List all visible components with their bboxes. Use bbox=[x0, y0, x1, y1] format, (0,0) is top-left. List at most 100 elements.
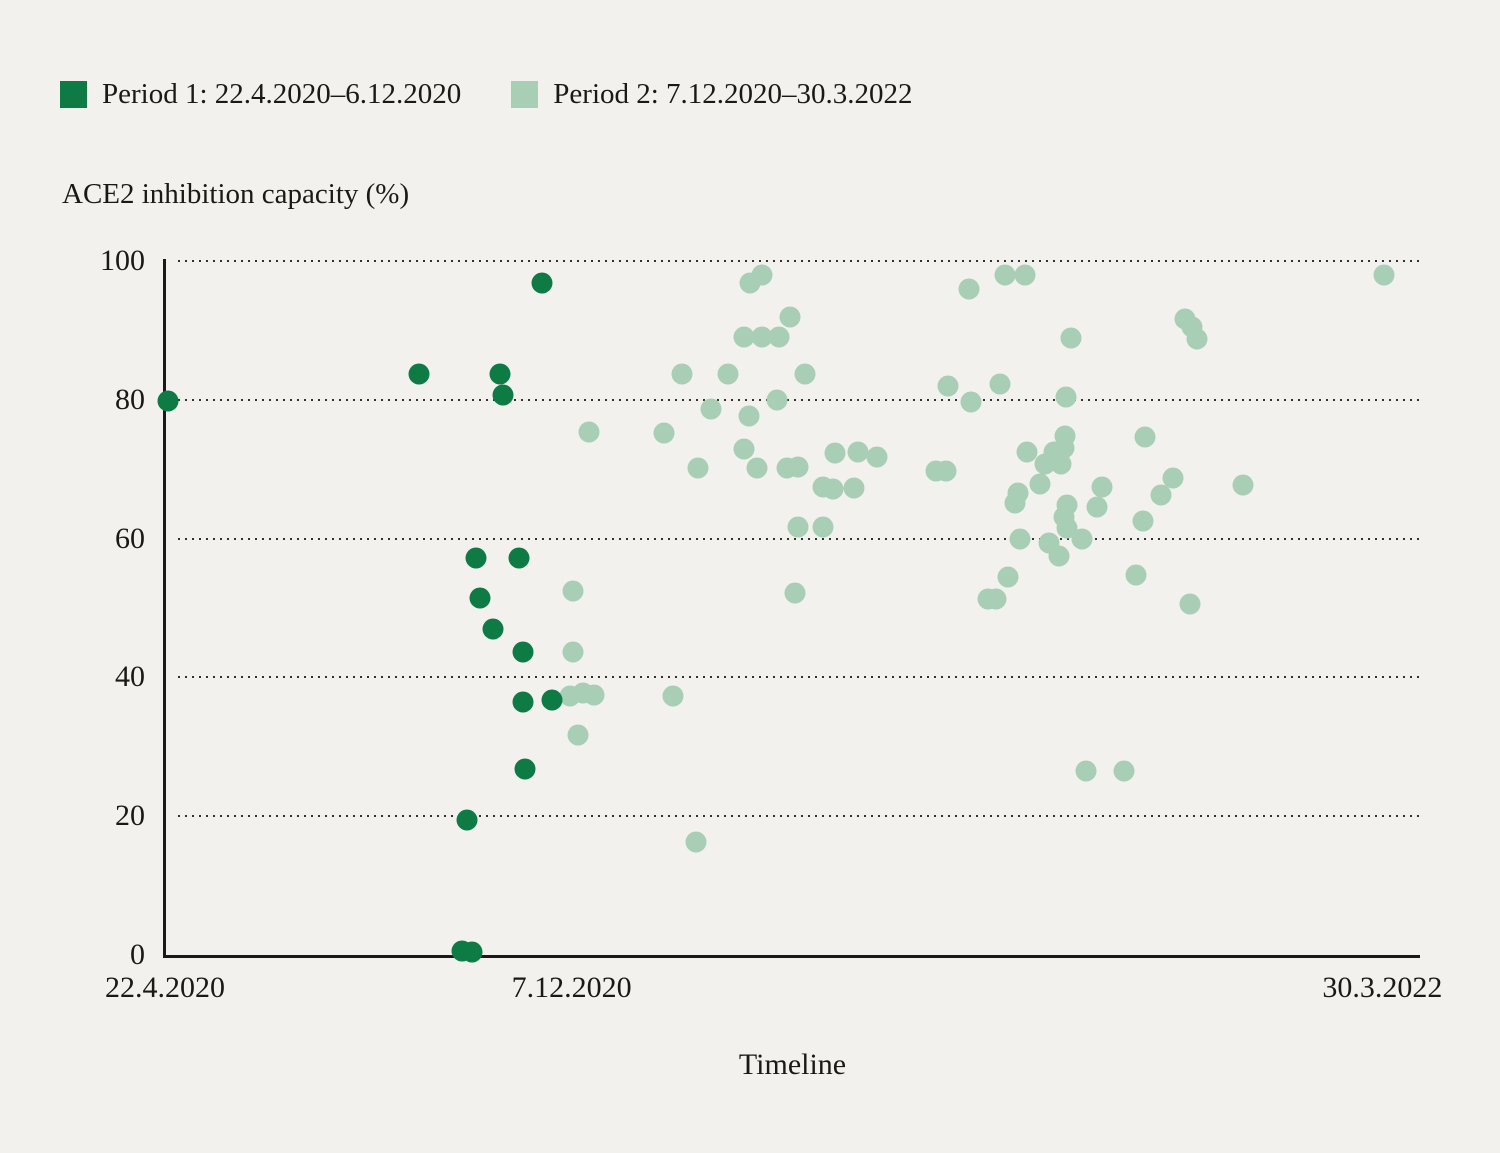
data-point-period2 bbox=[1086, 496, 1108, 518]
data-point-period2 bbox=[779, 306, 801, 328]
data-point-period2 bbox=[746, 457, 768, 479]
data-point-period2 bbox=[985, 588, 1007, 610]
data-point-period1 bbox=[489, 363, 511, 385]
y-axis-title: ACE2 inhibition capacity (%) bbox=[62, 178, 410, 210]
data-point-period1 bbox=[512, 691, 534, 713]
legend: Period 1: 22.4.2020–6.12.2020 Period 2: … bbox=[60, 80, 913, 109]
data-point-period2 bbox=[1132, 510, 1154, 532]
data-point-period2 bbox=[824, 442, 846, 464]
data-point-period1 bbox=[469, 587, 491, 609]
data-point-period2 bbox=[935, 460, 957, 482]
data-point-period2 bbox=[653, 422, 675, 444]
x-axis-line bbox=[163, 955, 1420, 958]
gridline-60 bbox=[178, 537, 1420, 540]
data-point-period1 bbox=[512, 641, 534, 663]
data-point-period2 bbox=[1162, 467, 1184, 489]
data-point-period2 bbox=[866, 446, 888, 468]
plot-area: 0 20 40 60 80 100 22.4.2020 7.12.2020 30.3.2022 bbox=[100, 246, 1442, 1003]
data-point-period2 bbox=[687, 457, 709, 479]
y-tick-label-20: 20 bbox=[115, 799, 145, 833]
x-tick-label-1: 22.4.2020 bbox=[105, 971, 225, 1004]
data-point-period2 bbox=[1075, 760, 1097, 782]
data-point-period2 bbox=[1050, 453, 1072, 475]
data-point-period2 bbox=[1029, 473, 1051, 495]
data-point-period2 bbox=[717, 363, 739, 385]
data-point-period2 bbox=[1186, 328, 1208, 350]
data-point-period2 bbox=[1009, 528, 1031, 550]
data-point-period2 bbox=[1034, 453, 1056, 475]
period2-swatch-icon bbox=[511, 81, 539, 108]
y-tick-label-100: 100 bbox=[100, 244, 145, 277]
data-point-period1 bbox=[461, 941, 483, 963]
data-point-period2 bbox=[685, 831, 707, 853]
data-point-period1 bbox=[492, 384, 514, 406]
data-point-period2 bbox=[1373, 264, 1395, 286]
data-point-period2 bbox=[843, 477, 865, 499]
x-tick-label-3: 30.3.2022 bbox=[1322, 971, 1443, 1004]
data-point-period2 bbox=[1091, 476, 1113, 498]
data-point-period2 bbox=[567, 724, 589, 746]
data-point-period1 bbox=[456, 809, 478, 831]
data-point-period2 bbox=[1232, 474, 1254, 496]
gridline-20 bbox=[178, 815, 1420, 818]
data-point-period2 bbox=[700, 398, 722, 420]
data-point-period2 bbox=[1004, 492, 1026, 514]
data-point-period2 bbox=[562, 580, 584, 602]
data-point-period2 bbox=[578, 421, 600, 443]
data-point-period2 bbox=[733, 438, 755, 460]
data-point-period1 bbox=[514, 758, 536, 780]
data-point-period2 bbox=[1179, 593, 1201, 615]
data-point-period2 bbox=[751, 326, 773, 348]
data-point-period1 bbox=[508, 547, 530, 569]
data-point-period2 bbox=[671, 363, 693, 385]
data-point-period2 bbox=[1016, 441, 1038, 463]
data-point-period2 bbox=[787, 456, 809, 478]
data-point-period1 bbox=[157, 390, 178, 412]
data-point-period2 bbox=[822, 478, 844, 500]
data-point-period2 bbox=[958, 278, 980, 300]
data-point-period2 bbox=[733, 326, 755, 348]
data-point-period2 bbox=[997, 566, 1019, 588]
data-point-period2 bbox=[1113, 760, 1135, 782]
x-tick-label-2: 7.12.2020 bbox=[511, 971, 632, 1004]
y-axis-line bbox=[163, 259, 166, 957]
data-point-period2 bbox=[766, 389, 788, 411]
data-point-period1 bbox=[541, 689, 563, 711]
data-point-period2 bbox=[662, 685, 684, 707]
data-point-period2 bbox=[1014, 264, 1036, 286]
data-point-period2 bbox=[768, 326, 790, 348]
data-point-period2 bbox=[937, 375, 959, 397]
data-point-period2 bbox=[787, 516, 809, 538]
data-point-period2 bbox=[989, 373, 1011, 395]
data-point-period2 bbox=[1048, 545, 1070, 567]
data-point-period1 bbox=[465, 547, 487, 569]
data-point-period2 bbox=[751, 264, 773, 286]
data-point-period1 bbox=[531, 272, 552, 294]
data-point-period2 bbox=[794, 363, 816, 385]
data-point-period2 bbox=[784, 582, 806, 604]
data-point-period2 bbox=[1060, 327, 1082, 349]
y-tick-label-0: 0 bbox=[130, 938, 145, 971]
x-axis-title: Timeline bbox=[738, 1048, 847, 1081]
legend-item-period2: Period 2: 7.12.2020–30.3.2022 bbox=[511, 78, 913, 110]
legend-item-period1: Period 1: 22.4.2020–6.12.2020 bbox=[60, 80, 461, 109]
y-tick-label-60: 60 bbox=[115, 521, 145, 555]
data-point-period2 bbox=[847, 441, 869, 463]
data-point-period2 bbox=[1071, 528, 1093, 550]
data-point-period2 bbox=[994, 264, 1016, 286]
gridline-100 bbox=[178, 260, 1420, 262]
data-point-period2 bbox=[1125, 564, 1147, 586]
legend-item-label: Period 1: 22.4.2020–6.12.2020 bbox=[102, 78, 462, 110]
legend-item-label: Period 2: 7.12.2020–30.3.2022 bbox=[553, 78, 913, 110]
y-tick-label-40: 40 bbox=[115, 660, 145, 694]
data-point-period2 bbox=[1150, 484, 1172, 506]
gridline-40 bbox=[178, 676, 1420, 679]
data-point-period2 bbox=[1055, 386, 1077, 408]
data-point-period1 bbox=[482, 618, 504, 640]
data-point-period2 bbox=[960, 391, 982, 413]
data-point-period2 bbox=[562, 641, 584, 663]
y-tick-label-80: 80 bbox=[115, 382, 145, 416]
data-point-period2 bbox=[1134, 426, 1156, 448]
data-point-period2 bbox=[812, 516, 834, 538]
